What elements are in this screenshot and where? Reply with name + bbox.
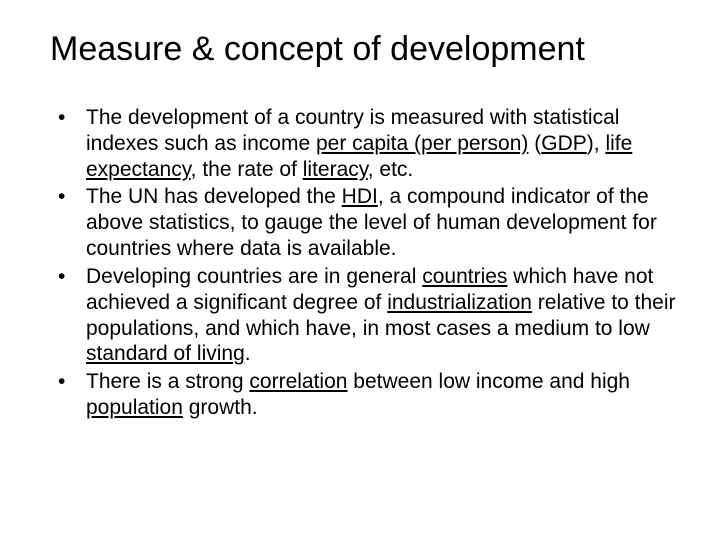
body-text: , the rate of xyxy=(191,158,303,181)
bullet-item: Developing countries are in general coun… xyxy=(56,264,680,367)
slide-title: Measure & concept of development xyxy=(50,30,680,69)
underlined-text: GDP xyxy=(541,132,587,155)
body-text: The UN has developed the xyxy=(86,185,342,208)
underlined-text: literacy xyxy=(303,158,368,181)
body-text: There is a strong xyxy=(86,370,249,393)
bullet-list: The development of a country is measured… xyxy=(40,105,680,421)
underlined-text: correlation xyxy=(249,370,347,393)
body-text: , etc. xyxy=(368,158,414,181)
body-text: . xyxy=(245,342,251,365)
underlined-text: industrialization xyxy=(387,291,532,314)
body-text: ( xyxy=(528,132,541,155)
underlined-text: per capita (per person) xyxy=(316,132,528,155)
body-text: growth. xyxy=(183,396,258,419)
underlined-text: countries xyxy=(422,265,507,288)
bullet-item: There is a strong correlation between lo… xyxy=(56,369,680,421)
slide: Measure & concept of development The dev… xyxy=(0,0,720,540)
body-text: Developing countries are in general xyxy=(86,265,422,288)
body-text: ), xyxy=(587,132,606,155)
underlined-text: standard of living xyxy=(86,342,245,365)
underlined-text: population xyxy=(86,396,183,419)
body-text: between low income and high xyxy=(347,370,630,393)
bullet-item: The development of a country is measured… xyxy=(56,105,680,182)
bullet-item: The UN has developed the HDI, a compound… xyxy=(56,184,680,261)
underlined-text: HDI xyxy=(342,185,378,208)
